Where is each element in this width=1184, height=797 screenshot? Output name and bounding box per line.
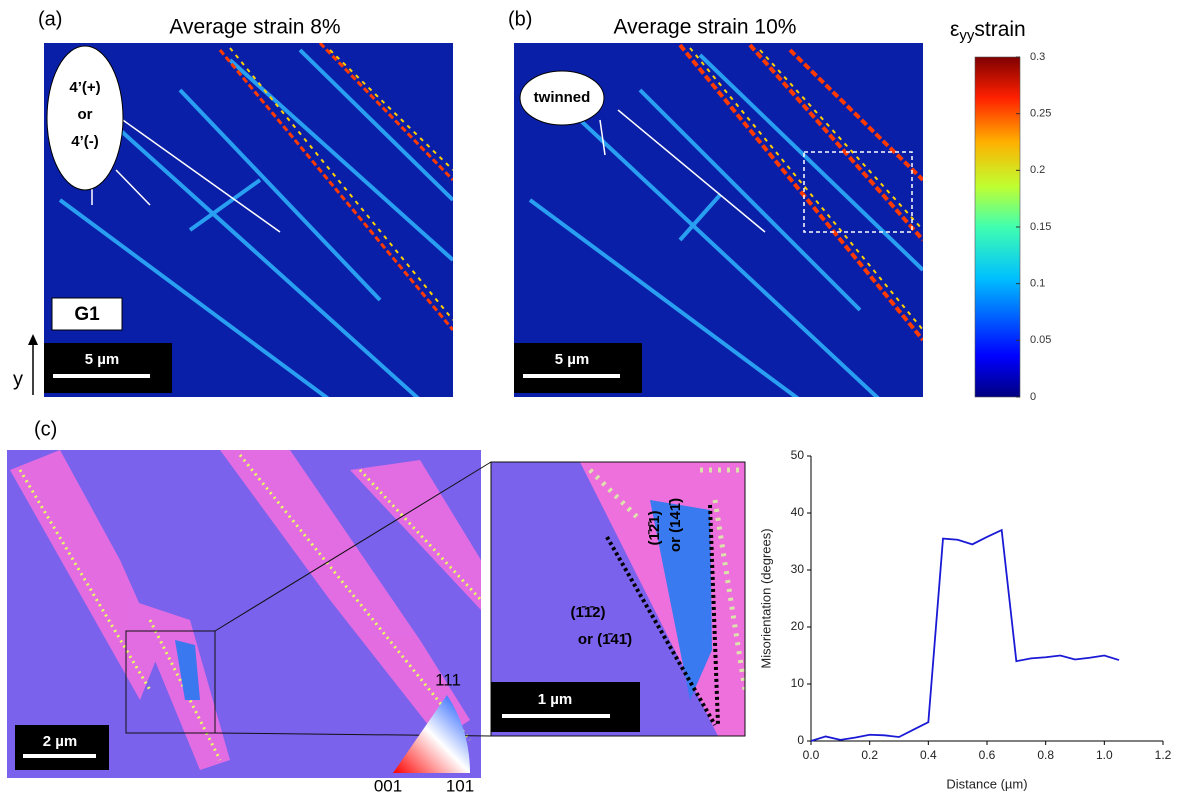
colorbar-tick-label: 0.05 xyxy=(1030,334,1051,346)
colorbar-tick-label: 0.2 xyxy=(1030,164,1045,176)
y-tick-label: 30 xyxy=(791,562,805,576)
y-tick-label: 10 xyxy=(791,676,805,690)
plane-label: or (1̄41̄) xyxy=(578,631,632,648)
callout-text: 4’(+) xyxy=(69,79,100,96)
colorbar-tick-label: 0.3 xyxy=(1030,51,1045,63)
ipf-label: 111 xyxy=(435,670,461,689)
scale-label: 5 µm xyxy=(85,351,120,368)
plane-label: (1̄2̄1) xyxy=(646,510,663,545)
colorbar-tick-label: 0 xyxy=(1030,391,1036,403)
ipf-map xyxy=(7,450,481,778)
ipf-label: 101 xyxy=(446,776,474,795)
y-tick-label: 20 xyxy=(791,619,805,633)
colorbar-tick-label: 0.25 xyxy=(1030,108,1051,120)
x-tick-label: 0.4 xyxy=(920,748,937,762)
scale-label: 2 µm xyxy=(43,733,78,750)
x-tick-label: 0.2 xyxy=(861,748,878,762)
scale-label: 1 µm xyxy=(538,691,573,708)
x-tick-label: 0.8 xyxy=(1037,748,1054,762)
line-chart: 0 10 20 30 40 50 0.0 0.2 0.4 0.6 0.8 1.0 1.2 Distance… xyxy=(758,448,1171,791)
y-tick-label: 50 xyxy=(791,448,805,462)
colorbar-tick-label: 0.1 xyxy=(1030,278,1045,290)
grain-box xyxy=(51,297,123,331)
ipf-key xyxy=(393,695,470,773)
colorbar xyxy=(974,56,1021,398)
data-line xyxy=(810,528,1120,742)
callout-text: twinned xyxy=(534,89,591,106)
plane-label: (1̄1̄2) xyxy=(570,604,605,621)
axis-label: y xyxy=(13,368,23,390)
strain-map xyxy=(514,43,923,397)
grain-label: G1 xyxy=(74,304,100,325)
callout-text: 4’(-) xyxy=(71,133,99,150)
ipf-label: 001 xyxy=(374,776,402,795)
panel-title: Average strain 8% xyxy=(169,16,340,39)
panel-label: (c) xyxy=(34,418,57,440)
panel-title: Average strain 10% xyxy=(614,16,797,39)
y-tick-label: 40 xyxy=(791,505,805,519)
colorbar-tick-label: 0.15 xyxy=(1030,221,1051,233)
x-tick-label: 0.0 xyxy=(803,748,820,762)
scale-label: 5 µm xyxy=(555,351,590,368)
panel-label: (b) xyxy=(508,8,532,30)
colorbar-title: εyystrain xyxy=(950,18,1026,44)
x-tick-label: 1.2 xyxy=(1155,748,1172,762)
x-tick-label: 1.0 xyxy=(1096,748,1113,762)
x-tick-label: 0.6 xyxy=(979,748,996,762)
y-tick-label: 0 xyxy=(797,733,804,747)
y-axis-label: Misorientation (degrees) xyxy=(758,528,773,668)
panel-label: (a) xyxy=(38,8,62,30)
x-axis-label: Distance (µm) xyxy=(946,776,1027,791)
callout-text: or xyxy=(78,106,93,123)
plane-label: or (141̄) xyxy=(667,498,684,552)
